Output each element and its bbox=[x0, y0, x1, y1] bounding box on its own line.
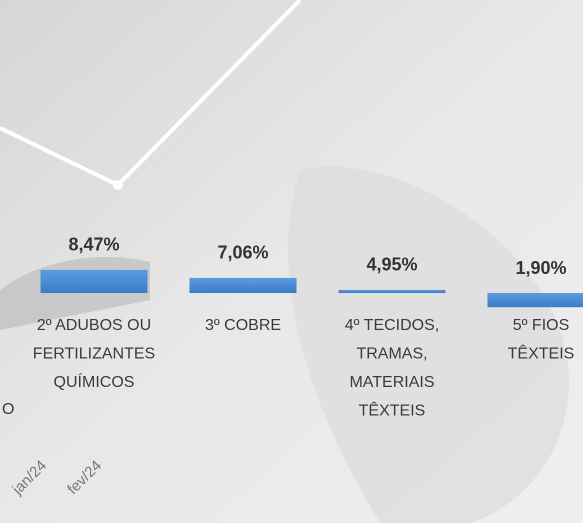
category-label: 4º TECIDOS, bbox=[345, 317, 439, 334]
data-label: 4,95% bbox=[366, 255, 417, 275]
data-label: 8,47% bbox=[68, 235, 119, 255]
category-label: 2º ADUBOS OU bbox=[37, 317, 151, 334]
category-label: TÊXTEIS bbox=[508, 344, 575, 363]
category-label: 3º COBRE bbox=[205, 317, 281, 334]
bar bbox=[189, 277, 297, 293]
category-label: TRAMAS, bbox=[356, 346, 427, 363]
data-label: 7,06% bbox=[217, 243, 268, 263]
category-label: 5º FIOS bbox=[513, 317, 570, 334]
category-label: QUÍMICOS bbox=[54, 372, 135, 391]
leaf-decoration bbox=[288, 166, 569, 523]
category-label: MATERIAIS bbox=[349, 374, 434, 391]
partial-label: O bbox=[2, 401, 14, 418]
category-label: TÊXTEIS bbox=[359, 401, 426, 420]
bar bbox=[487, 293, 583, 308]
bar bbox=[40, 269, 148, 293]
category-label: FERTILIZANTES bbox=[33, 346, 155, 363]
bar bbox=[338, 289, 446, 293]
data-label: 1,90% bbox=[515, 258, 566, 278]
background-point bbox=[113, 180, 123, 190]
